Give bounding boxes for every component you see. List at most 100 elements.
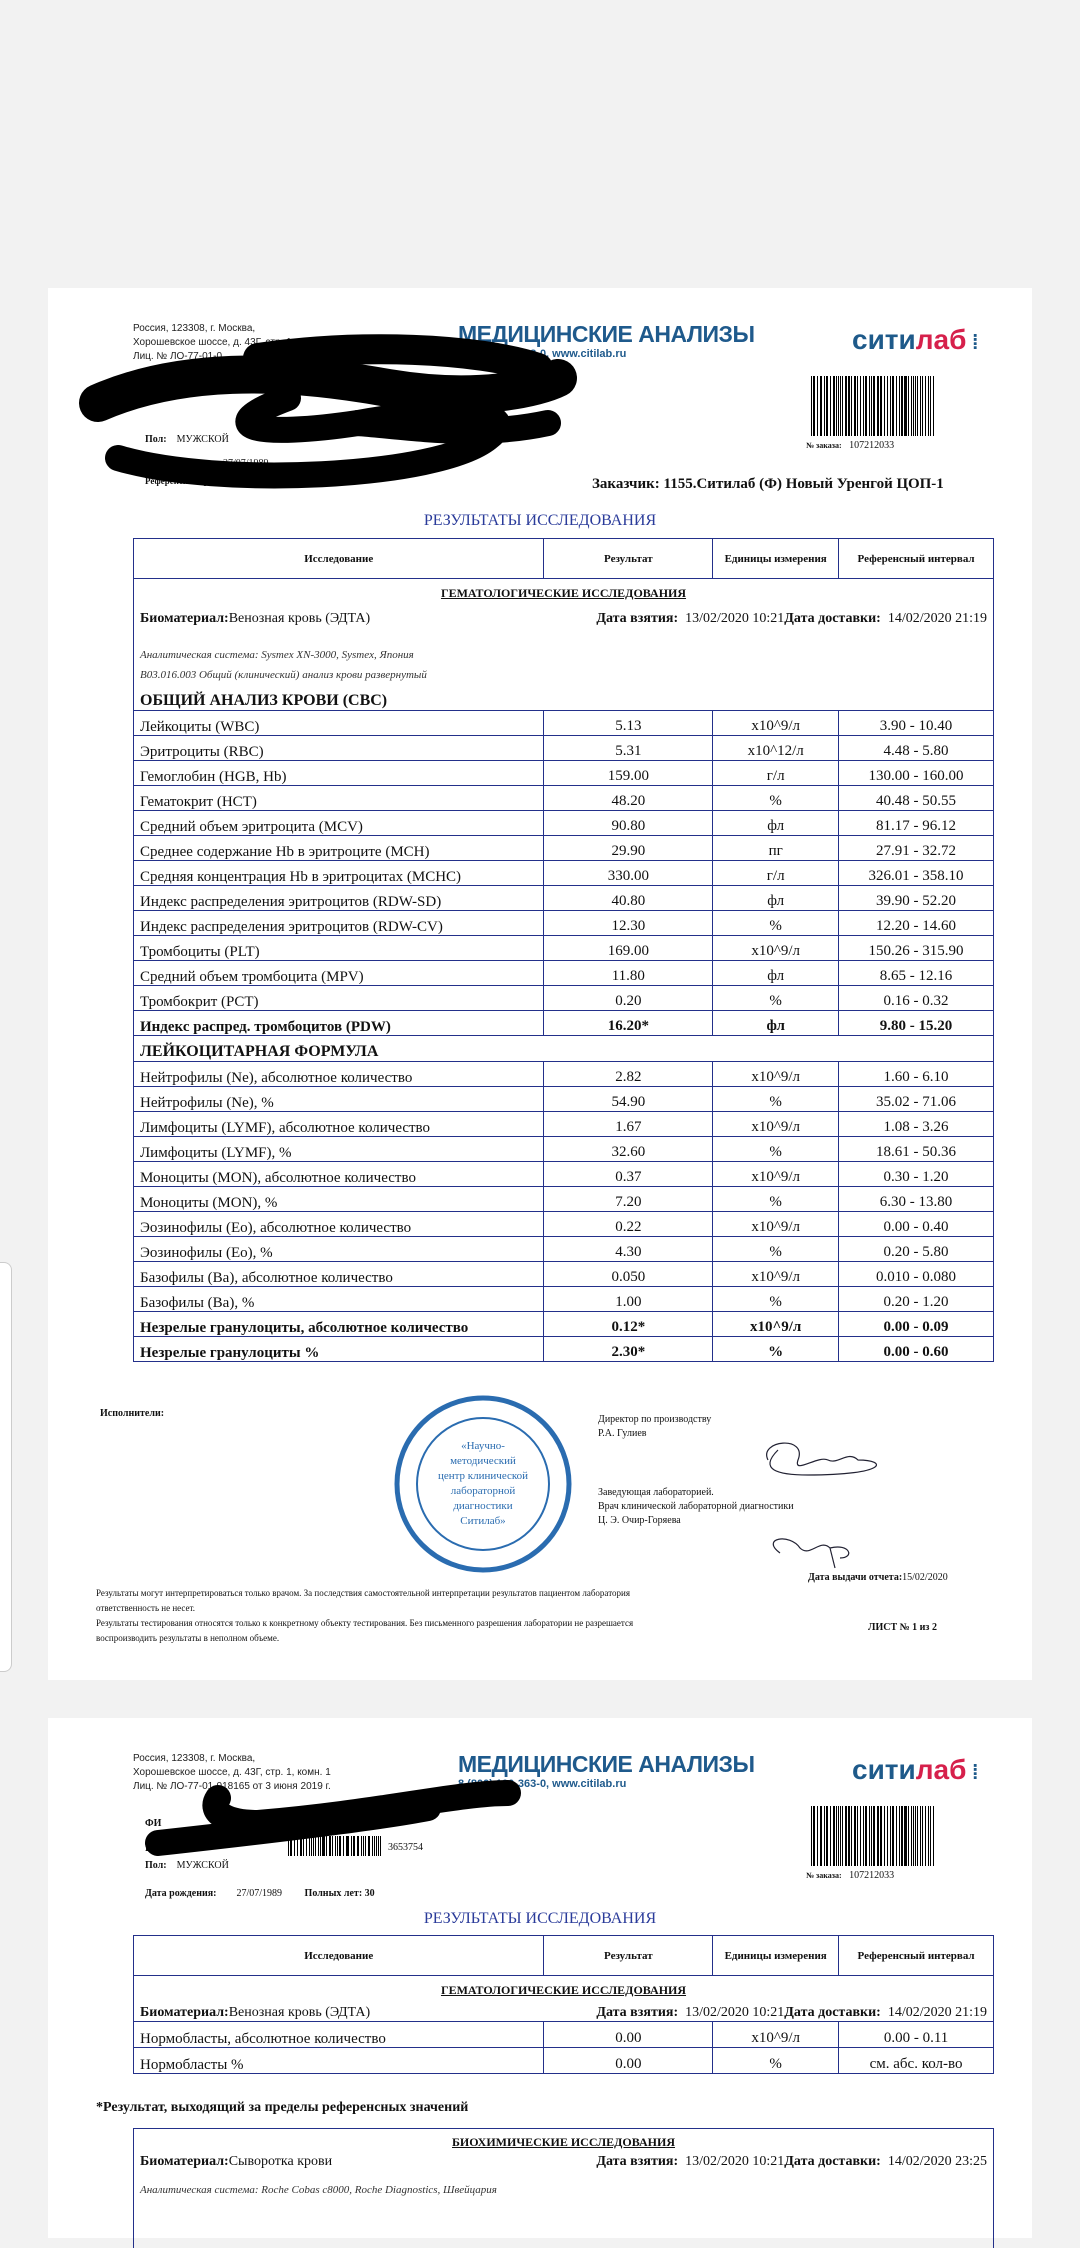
reference-range: 150.26 - 315.90 xyxy=(838,935,994,961)
barcode-bar xyxy=(356,1836,359,1856)
barcode-bar xyxy=(321,1836,323,1856)
barcode-bar xyxy=(919,1806,922,1866)
reference-range: 0.20 - 5.80 xyxy=(838,1236,994,1262)
barcode-bar xyxy=(844,376,846,436)
section-biochem: БИОХИМИЧЕСКИЕ ИССЛЕДОВАНИЯ xyxy=(452,2135,675,2149)
svg-text:«Научно-: «Научно- xyxy=(461,1440,505,1452)
units: x10^9/л xyxy=(712,1061,840,1087)
result-value: 0.050 xyxy=(543,1261,714,1287)
table-row: Моноциты (MON), абсолютное количество 0.3… xyxy=(132,1161,994,1187)
analytic-system: Аналитическая система: Sysmex XN-3000, S… xyxy=(133,626,994,661)
units: % xyxy=(712,1086,840,1112)
barcode-bar xyxy=(864,376,867,436)
units: г/л xyxy=(712,760,840,786)
barcode-bar xyxy=(811,1806,813,1866)
units: фл xyxy=(712,960,840,986)
header-test: Исследование xyxy=(132,1935,545,1976)
table-row: Базофилы (Ba), % 1.00% 0.20 - 1.20 xyxy=(132,1286,994,1312)
test-name: Индекс распределения эритроцитов (RDW-CV… xyxy=(132,910,545,936)
barcode-bar xyxy=(892,376,894,436)
table-row: Индекс распределения эритроцитов (RDW-SD… xyxy=(132,885,994,911)
units: % xyxy=(712,1236,840,1262)
table-row: Эозинофилы (Eo), абсолютное количество 0.… xyxy=(132,1211,994,1237)
barcode-bar xyxy=(933,1806,935,1866)
header-result: Результат xyxy=(543,1935,714,1976)
test-name: Нормобласты % xyxy=(132,2047,545,2074)
units: % xyxy=(712,1336,840,1362)
results-table-2: Исследование Результат Единицы измерения… xyxy=(132,1935,994,2074)
barcode-bar xyxy=(892,1806,894,1866)
table-row: Нейтрофилы (Ne), % 54.90% 35.02 - 71.06 xyxy=(132,1086,994,1112)
reference-range: 39.90 - 52.20 xyxy=(838,885,994,911)
test-name: Тромбоциты (PLT) xyxy=(132,935,545,961)
barcode-bar xyxy=(350,1836,353,1856)
table-row: Нормобласты % 0.00% см. абс. кол-во xyxy=(132,2047,994,2074)
barcode-bar xyxy=(299,1836,302,1856)
barcode-bar xyxy=(817,376,819,436)
barcode-bar xyxy=(873,376,875,436)
result-value: 29.90 xyxy=(543,835,714,861)
barcode-bar xyxy=(930,376,932,436)
reference-range: 9.80 - 15.20 xyxy=(838,1010,994,1036)
barcode-bar xyxy=(334,1836,336,1856)
test-name: Незрелые гранулоциты % xyxy=(132,1336,545,1362)
table-row: Гематокрит (HCT) 48.20% 40.48 - 50.55 xyxy=(132,785,994,811)
table-row: Тромбоциты (PLT) 169.00 x10^9/л 150.26 - 31… xyxy=(132,935,994,961)
barcode-bar xyxy=(368,1836,370,1856)
barcode-bar xyxy=(900,1806,903,1866)
table-row: Тромбокрит (PCT) 0.20% 0.16 - 0.32 xyxy=(132,985,994,1011)
reference-range: 4.48 - 5.80 xyxy=(838,735,994,761)
header-reference: Референсный интервал xyxy=(838,538,994,579)
barcode-bar xyxy=(899,1806,900,1866)
test-name: Эритроциты (RBC) xyxy=(132,735,545,761)
barcode-bar xyxy=(842,1806,843,1866)
analytic-system-2: Аналитическая система: Roche Cobas c8000… xyxy=(140,2184,497,2196)
barcode-bar xyxy=(850,376,853,436)
result-value: 1.67 xyxy=(543,1111,714,1137)
svg-text:методический: методический xyxy=(450,1455,516,1467)
result-value: 11.80 xyxy=(543,960,714,986)
result-value: 2.82 xyxy=(543,1061,714,1087)
test-name: Индекс распред. тромбоцитов (PDW) xyxy=(132,1010,545,1036)
barcode-bar xyxy=(823,376,826,436)
table-row: Моноциты (MON), % 7.20% 6.30 - 13.80 xyxy=(132,1186,994,1212)
units: x10^9/л xyxy=(712,1261,840,1287)
barcode-bar xyxy=(847,1806,850,1866)
barcode-bar xyxy=(365,1836,367,1856)
results-title: РЕЗУЛЬТАТЫ ИССЛЕДОВАНИЯ xyxy=(423,512,657,529)
result-value: 4.30 xyxy=(543,1236,714,1262)
table-row: Нормобласты, абсолютное количество 0.00 x1… xyxy=(132,2021,994,2048)
dob-field: Дата рождения: 27/07/1989 Полных лет: 30 xyxy=(145,1888,375,1899)
barcode-bar xyxy=(876,1806,879,1866)
test-name: Незрелые гранулоциты, абсолютное количес… xyxy=(132,1311,545,1337)
table-row: Гемоглобин (HGB, Hb) 159.00 г/л 130.00 - 16… xyxy=(132,760,994,786)
test-name: Нейтрофилы (Ne), % xyxy=(132,1086,545,1112)
barcode-bar xyxy=(337,1836,339,1856)
barcode-bar xyxy=(868,1806,870,1866)
section-hematology: ГЕМАТОЛОГИЧЕСКИЕ ИССЛЕДОВАНИЯ xyxy=(133,1975,994,1998)
fio-label: ФИ xyxy=(145,1818,162,1829)
citilab-logo: ситилаб ⁞ xyxy=(852,324,979,355)
order-number: № заказа: 107212033 xyxy=(806,1870,895,1881)
results-table: Исследование Результат Единицы измерения… xyxy=(132,538,994,1362)
barcode-bar xyxy=(856,376,859,436)
barcode-bar xyxy=(339,1836,341,1856)
test-name: Эозинофилы (Eo), абсолютное количество xyxy=(132,1211,545,1237)
svg-text:диагностики: диагностики xyxy=(453,1500,512,1512)
barcode-bar xyxy=(907,1806,909,1866)
result-value: 48.20 xyxy=(543,785,714,811)
scroll-handle[interactable] xyxy=(0,1262,12,1672)
barcode-bar xyxy=(905,376,907,436)
result-value: 5.13 xyxy=(543,710,714,736)
test-name: Моноциты (MON), % xyxy=(132,1186,545,1212)
table-row: Эритроциты (RBC) 5.31 x10^12/л 4.48 - 5.80 xyxy=(132,735,994,761)
barcode-bar xyxy=(850,1806,853,1866)
table-row: Среднее содержание Hb в эритроците (MCH)… xyxy=(132,835,994,861)
table-row: Индекс распред. тромбоцитов (PDW) 16.20* ф… xyxy=(132,1010,994,1036)
sheet-number: ЛИСТ № 1 из 2 xyxy=(868,1622,937,1633)
brand-title: МЕДИЦИНСКИЕ АНАЛИЗЫ xyxy=(458,321,755,347)
svg-text:Ситилаб»: Ситилаб» xyxy=(460,1515,505,1527)
reference-range: 18.61 - 50.36 xyxy=(838,1136,994,1162)
header-test: Исследование xyxy=(132,538,545,579)
table-row: Лимфоциты (LYMF), абсолютное количество 1… xyxy=(132,1111,994,1137)
